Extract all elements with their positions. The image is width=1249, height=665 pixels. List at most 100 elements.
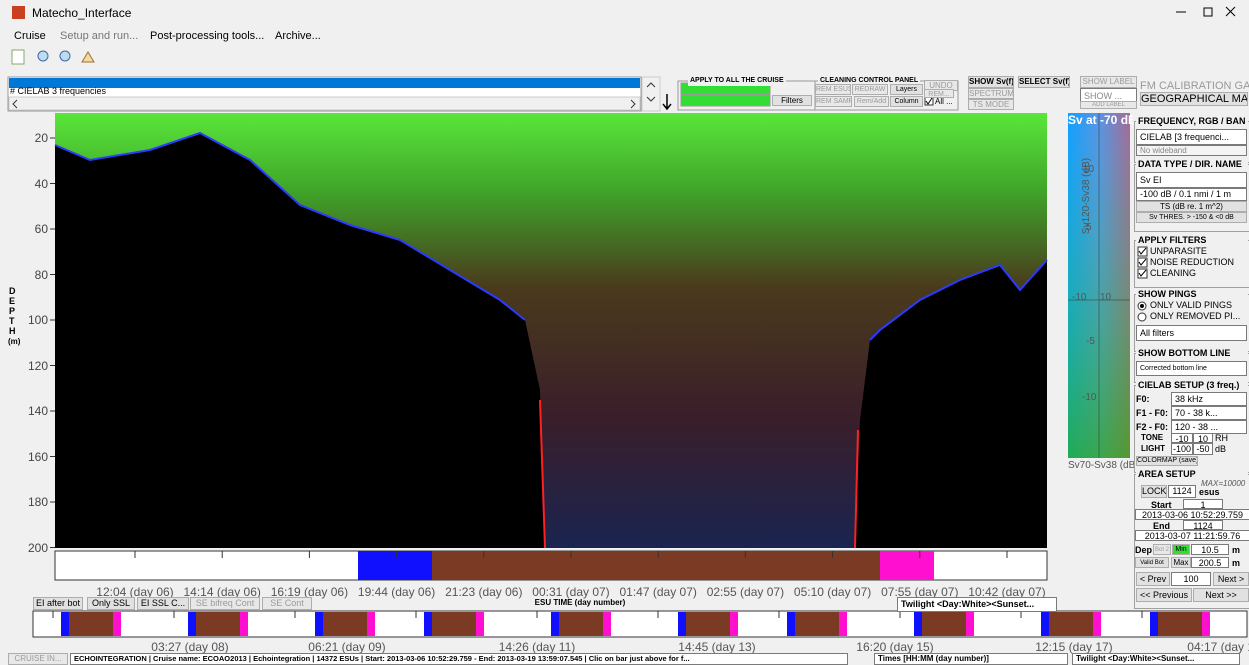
max-input[interactable]: 200.5 [1191,557,1229,568]
colormap-button[interactable]: COLORMAP (save) [1136,456,1198,466]
cruise-button[interactable]: CRUISE IN... [8,653,68,665]
data-type-select[interactable]: Sv EI [1136,172,1247,188]
wideband-select[interactable]: No wideband [1136,145,1247,156]
end-date[interactable]: 2013-03-07 11:21:59.76 [1135,530,1249,541]
bot2-button[interactable]: Bot 2 [1153,544,1171,555]
frequency-select[interactable]: CIELAB [3 frequenci... [1136,129,1247,145]
fm-calibration-button[interactable]: FM CALIBRATION GA... [1140,80,1249,92]
light-input[interactable]: -100 [1171,443,1193,455]
echogram-button[interactable]: EI after bot [33,597,83,610]
min-input[interactable]: 10.5 [1191,544,1229,555]
cleaning-button[interactable]: Layers [890,84,923,95]
times-select[interactable]: Times [HH:MM (day number)] [874,653,1068,665]
pan-icon[interactable] [81,51,95,63]
spectrum-button[interactable]: SPECTRUM [968,88,1014,99]
echogram-button[interactable]: SE Cont [262,597,312,610]
start-date[interactable]: 2013-03-06 10:52:29.759 [1135,509,1249,520]
overview-segment [323,612,367,636]
overview-segment [113,612,121,636]
max-button[interactable]: Max [1171,557,1191,568]
zoom-in-icon[interactable] [37,50,49,62]
start-input[interactable]: 1 [1183,499,1223,509]
next2-button[interactable]: Next >> [1193,588,1249,602]
select-sv-button[interactable]: SELECT Sv(f) [1018,76,1070,88]
filter-checkbox[interactable]: CLEANING [1150,268,1197,278]
status-message[interactable]: ECHOINTEGRATION | Cruise name: ECOAO2013… [70,653,848,665]
pings-select[interactable]: All filters [1136,325,1247,341]
geo-map-button[interactable]: GEOGRAPHICAL MAP [1140,92,1248,106]
cleaning-button[interactable]: REDRAW [852,84,888,95]
light-input[interactable]: -50 [1193,443,1213,455]
night-segment [358,551,432,580]
filters-button[interactable]: Filters [772,95,812,106]
ts-mode-button[interactable]: TS MODE [968,99,1014,110]
down-arrow[interactable] [662,94,672,111]
pings-radio[interactable]: ONLY REMOVED PI... [1150,311,1241,321]
maximize-button[interactable] [1203,7,1213,17]
time-tick-label: 07:55 (day 07) [881,585,959,599]
tone-input[interactable]: 10 [1193,433,1213,443]
overview-segment [678,612,686,636]
filter-checkbox[interactable]: UNPARASITE [1150,246,1207,256]
show-label-button[interactable]: SHOW LABEL [1080,76,1137,88]
echogram-button[interactable]: EI SSL C... [137,597,189,610]
overview-segment [1093,612,1101,636]
overview-bar[interactable] [32,610,1248,638]
twilight-select[interactable]: Twilight <Day:White><Sunset... [897,597,1057,612]
overview-tick-label: 12:15 (day 17) [1035,640,1113,654]
cielab-select[interactable]: 120 - 38 ... [1171,420,1247,434]
overview-segment [1202,612,1210,636]
menu-item[interactable]: Setup and run... [60,30,139,42]
resolution-select[interactable]: -100 dB / 0.1 nmi / 1 m [1136,188,1247,201]
close-button[interactable] [1225,6,1236,17]
overview-tick-label: 03:27 (day 08) [151,640,229,654]
lock-input[interactable]: 1124 [1168,485,1196,498]
cleaning-button[interactable]: Column [890,96,923,107]
overview-tick-label: 14:45 (day 13) [678,640,756,654]
next-button[interactable]: Next > [1213,572,1249,586]
listbox-item: # CIELAB 3 frequencies [10,86,107,96]
overview-tick-label: 14:26 (day 11) [498,640,576,654]
zoom-out-icon[interactable] [59,50,71,62]
prev-button[interactable]: < Prev [1136,572,1170,586]
scroll-arrows[interactable] [12,99,636,109]
lock-button[interactable]: LOCK [1141,485,1167,498]
apply-button[interactable] [680,94,771,107]
cielab-select[interactable]: 70 - 38 k... [1171,406,1247,420]
tone-input[interactable]: -10 [1171,433,1193,443]
valid-bot-button[interactable]: Valid Bot [1135,557,1169,568]
checkbox-label[interactable]: All ... [935,97,953,106]
bottom-select[interactable]: Corrected bottom line [1136,361,1247,376]
scroll-arrows[interactable] [646,82,656,102]
show-sv-button[interactable]: SHOW Sv(f) [968,76,1014,88]
toolbar [11,49,95,65]
menu-item[interactable]: Archive... [275,30,321,42]
tone-unit: RH [1215,433,1228,443]
overview-segment [315,612,323,636]
echogram-button[interactable]: Only SSL [87,597,135,610]
rem-button[interactable]: REM... [924,89,954,98]
echogram[interactable] [54,113,1048,549]
pings-radio[interactable]: ONLY VALID PINGS [1150,300,1233,310]
end-input[interactable]: 1124 [1183,520,1223,530]
menu-item[interactable]: Post-processing tools... [150,30,265,42]
cleaning-button[interactable]: REM ESUS [815,84,851,95]
echogram-button[interactable]: SE bifreq Cont [190,597,260,610]
show-select[interactable]: SHOW ... [1080,88,1137,102]
filter-checkbox[interactable]: NOISE REDUCTION [1150,257,1235,267]
menu-item[interactable]: Cruise [14,30,46,42]
overview-segment [787,612,795,636]
cleaning-button[interactable]: REM SAMP. [815,96,852,107]
step-input[interactable]: 100 [1171,572,1211,586]
cleaning-button[interactable]: Rem/Add [854,96,889,107]
add-label-button[interactable]: ADD LABEL [1080,101,1137,109]
cielab-select[interactable]: 38 kHz [1171,392,1247,406]
ts-button[interactable]: TS (dB re. 1 m^2) [1136,201,1247,212]
horizontal-scrollbar[interactable] [8,96,641,111]
previous-button[interactable]: << Previous [1136,588,1192,602]
vertical-scrollbar[interactable] [641,76,661,112]
threshold-button[interactable]: Sv THRES. > -150 & <0 dB [1136,212,1247,223]
twilight-status-select[interactable]: Twilight <Day:White><Sunset... [1072,653,1240,665]
min-button[interactable]: Min [1172,544,1190,555]
tool-icon[interactable] [11,49,25,65]
